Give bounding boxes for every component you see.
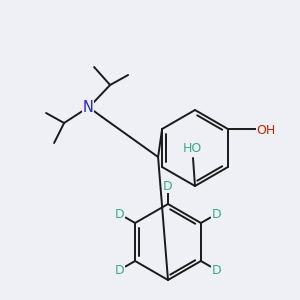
Text: N: N [83,100,94,115]
Text: HO: HO [182,142,202,155]
Text: D: D [115,263,124,277]
Text: D: D [212,263,221,277]
Text: D: D [163,179,173,193]
Text: OH: OH [256,124,275,136]
Text: D: D [115,208,124,220]
Text: D: D [212,208,221,220]
